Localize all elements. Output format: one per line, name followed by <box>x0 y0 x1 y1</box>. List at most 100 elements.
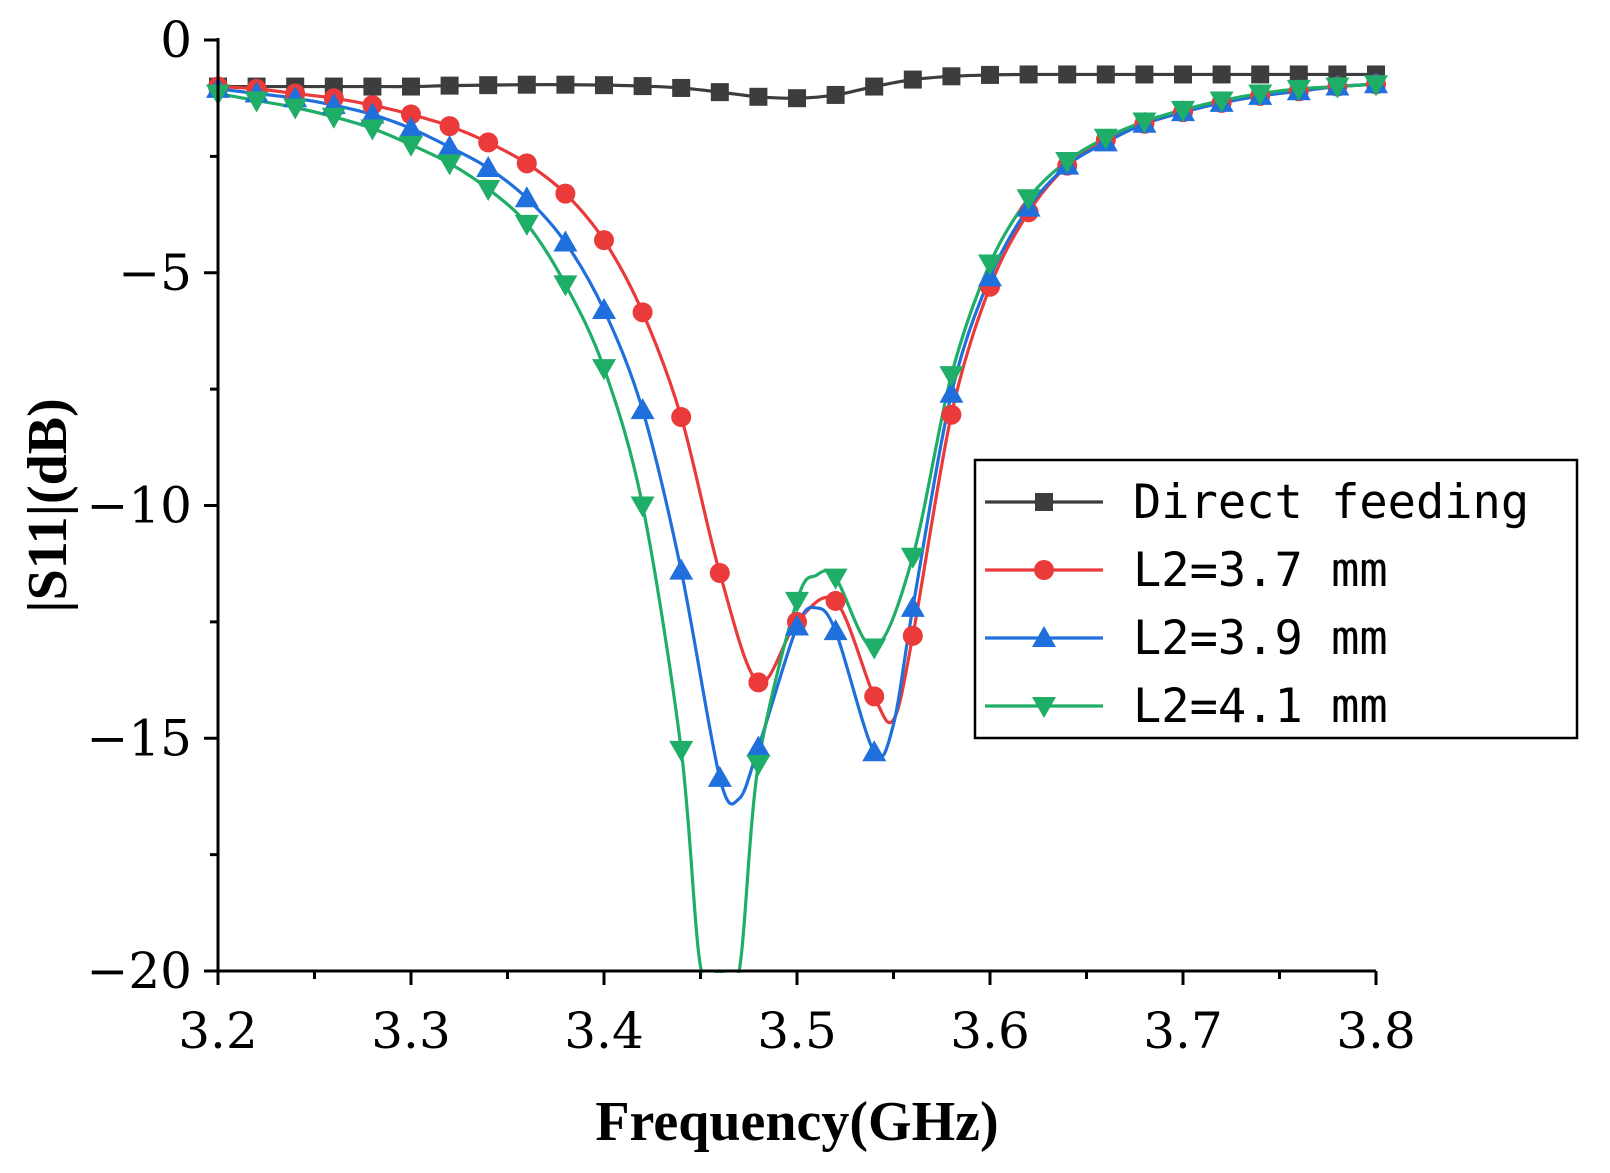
data-point-marker <box>1209 91 1234 113</box>
data-point-marker <box>864 686 885 707</box>
data-point-marker <box>437 135 462 157</box>
data-point-marker <box>903 70 922 89</box>
legend-box <box>973 458 1579 740</box>
data-point-marker <box>826 85 845 104</box>
legend: Direct feeding L2=3.7 mm L2=3.9 mm L2=4.1 m… <box>973 458 1579 740</box>
data-point-marker <box>479 76 498 95</box>
data-point-marker <box>672 78 691 97</box>
data-point-marker <box>1055 152 1080 174</box>
data-point-marker <box>556 75 575 94</box>
data-point-marker <box>710 83 729 102</box>
x-tick-label: 3.2 <box>178 1002 258 1060</box>
data-point-marker <box>669 740 694 762</box>
legend-label: Direct feeding <box>1133 475 1529 530</box>
data-point-marker <box>900 547 925 569</box>
data-point-marker <box>1248 84 1273 106</box>
data-point-marker <box>401 104 421 125</box>
data-point-marker <box>746 754 771 776</box>
data-point-marker <box>553 230 578 252</box>
data-point-marker <box>941 404 962 425</box>
data-point-marker <box>978 254 1002 276</box>
data-point-marker <box>1174 65 1192 84</box>
data-point-marker <box>630 398 655 420</box>
legend-marker <box>1032 697 1056 718</box>
data-point-marker <box>746 735 771 757</box>
data-point-marker <box>363 77 382 96</box>
data-point-marker <box>785 591 809 613</box>
data-point-marker <box>1325 77 1350 99</box>
data-point-marker <box>399 135 423 157</box>
data-point-marker <box>1019 65 1038 84</box>
data-point-marker <box>1093 128 1118 150</box>
data-point-marker <box>360 102 385 124</box>
data-point-marker <box>1096 65 1115 84</box>
y-tick-label: −15 <box>86 709 192 767</box>
data-point-marker <box>244 91 269 113</box>
data-point-marker <box>283 98 308 120</box>
data-point-marker <box>823 568 848 590</box>
data-point-marker <box>785 614 809 636</box>
x-tick-label: 3.4 <box>564 1002 644 1060</box>
data-point-marker <box>595 76 613 95</box>
x-tick-label: 3.7 <box>1143 1002 1223 1060</box>
data-markers <box>206 65 1388 787</box>
data-point-marker <box>865 77 884 96</box>
data-point-marker <box>862 740 887 762</box>
data-point-marker <box>862 638 887 660</box>
legend-marker <box>1034 560 1054 580</box>
legend-marker <box>1032 626 1056 647</box>
data-point-marker <box>1286 79 1311 101</box>
data-point-marker <box>360 119 385 141</box>
y-tick-label: −5 <box>118 244 192 302</box>
data-point-marker <box>939 381 964 403</box>
y-axis-title: |S11|(dB) <box>17 398 79 613</box>
y-tick-label: −20 <box>86 942 192 1000</box>
data-point-marker <box>632 302 653 323</box>
data-point-marker <box>478 132 499 153</box>
data-point-marker <box>1289 65 1308 84</box>
x-tick-label: 3.6 <box>950 1002 1030 1060</box>
data-point-marker <box>633 77 652 96</box>
data-point-marker <box>749 87 768 106</box>
data-point-marker <box>942 67 961 86</box>
data-point-marker <box>939 366 964 388</box>
data-point-marker <box>825 590 846 611</box>
data-point-marker <box>514 214 539 236</box>
data-point-marker <box>476 156 501 178</box>
data-point-marker <box>476 179 501 201</box>
data-point-marker <box>1058 65 1077 84</box>
data-point-marker <box>1364 75 1388 97</box>
data-point-marker <box>592 359 616 381</box>
legend-label: L2=4.1 mm <box>1133 679 1388 734</box>
axis-ticks: 3.2 3.3 3.4 3.5 3.6 3.7 3.8 0 −5 −10 −15 −20 <box>86 11 1415 1060</box>
data-point-marker <box>517 75 536 94</box>
data-point-marker <box>1135 65 1154 84</box>
data-point-marker <box>823 619 848 641</box>
data-point-marker <box>748 672 769 693</box>
data-point-marker <box>516 153 537 174</box>
data-point-marker <box>1251 65 1270 84</box>
data-point-marker <box>439 116 460 137</box>
data-point-marker <box>709 562 730 583</box>
data-point-marker <box>902 625 923 646</box>
y-tick-label: −10 <box>86 477 192 535</box>
data-point-marker <box>437 154 462 176</box>
y-tick-label: 0 <box>160 11 192 69</box>
legend-label: L2=3.9 mm <box>1133 611 1388 666</box>
data-point-marker <box>981 65 999 84</box>
data-point-marker <box>402 77 420 96</box>
x-tick-label: 3.5 <box>757 1002 837 1060</box>
legend-marker <box>1035 493 1053 511</box>
data-point-marker <box>399 116 423 138</box>
data-point-marker <box>978 265 1002 287</box>
data-point-marker <box>553 275 578 297</box>
x-tick-label: 3.8 <box>1336 1002 1416 1060</box>
data-point-marker <box>1016 189 1041 211</box>
data-point-marker <box>1171 100 1195 122</box>
data-point-marker <box>900 595 925 617</box>
data-point-marker <box>514 186 539 208</box>
data-point-marker <box>1132 112 1157 134</box>
data-point-marker <box>630 496 655 518</box>
